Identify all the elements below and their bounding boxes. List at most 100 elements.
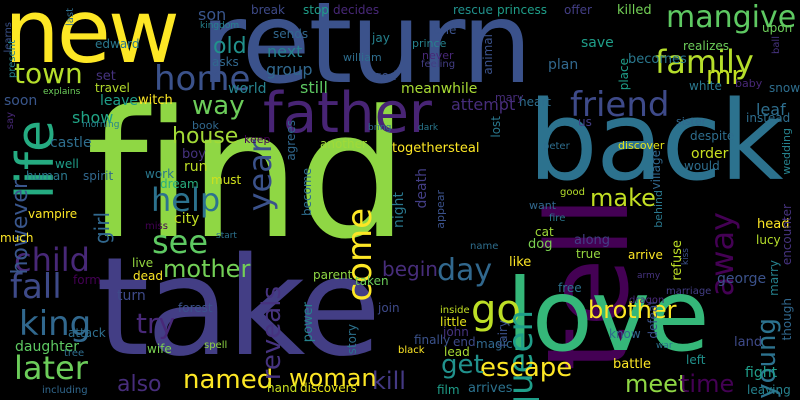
word: run: [184, 159, 208, 175]
word: love: [506, 257, 710, 374]
word: family: [655, 43, 754, 81]
word: magic: [476, 337, 513, 351]
word: inside: [440, 305, 470, 316]
word: begin: [382, 257, 438, 281]
word: get: [441, 350, 484, 380]
word: one: [434, 23, 457, 37]
word: keep: [244, 133, 271, 146]
word: city: [174, 211, 200, 227]
word: order: [691, 146, 729, 162]
word: show: [72, 108, 114, 127]
word: back: [528, 77, 783, 205]
word: friend: [570, 85, 670, 125]
word: sister: [676, 115, 707, 128]
word: miss: [145, 221, 168, 232]
word: realizes: [683, 39, 730, 53]
word: marriage: [666, 286, 712, 297]
word: free: [558, 281, 582, 295]
word: taken: [355, 274, 389, 288]
word: parent: [313, 268, 353, 282]
word: day: [437, 253, 493, 288]
word: becomes: [628, 52, 687, 67]
word: white: [689, 79, 722, 93]
word: lost: [489, 116, 503, 138]
word: join: [378, 301, 400, 315]
word: mangive: [666, 0, 797, 35]
word: baby: [735, 77, 763, 90]
word: work: [145, 167, 175, 181]
word: leave: [100, 93, 138, 109]
word: dog: [528, 237, 553, 252]
word: travel: [95, 81, 130, 95]
word: encounter: [780, 204, 794, 266]
word: behind: [652, 190, 665, 228]
word: kiss: [681, 248, 691, 266]
word: forest: [178, 301, 213, 315]
word: human: [26, 169, 68, 183]
word: present: [7, 40, 18, 79]
word: dead: [133, 269, 163, 283]
word: much: [0, 231, 34, 245]
word: dream: [160, 177, 199, 191]
word: break: [251, 3, 285, 17]
word: little: [440, 315, 467, 329]
word: morning: [82, 120, 120, 130]
word: town: [14, 57, 83, 90]
word: killed: [617, 3, 652, 18]
word: save: [581, 35, 614, 51]
word: battle: [613, 357, 652, 372]
word: reveals: [257, 286, 287, 381]
word: attempt: [451, 95, 516, 114]
word: plan: [548, 57, 579, 73]
word: peter: [543, 141, 570, 152]
word: bring: [368, 123, 392, 133]
word: war: [656, 341, 673, 351]
word: return: [200, 0, 532, 109]
word: death: [414, 168, 430, 209]
word: see: [152, 223, 209, 261]
word: cat: [535, 225, 554, 239]
word: lucy: [756, 233, 781, 247]
word: appear: [434, 190, 447, 229]
word: go: [471, 287, 521, 333]
word: also: [117, 372, 162, 397]
word: good: [560, 187, 585, 198]
word: stop: [303, 3, 329, 17]
word: upon: [762, 21, 793, 35]
word: instead: [746, 111, 791, 125]
word: dark: [418, 123, 439, 133]
word: mr: [706, 61, 743, 91]
word: kill: [372, 367, 406, 395]
word: place: [617, 58, 631, 91]
word: dragon: [629, 295, 665, 306]
word: start: [216, 231, 237, 241]
word: father: [263, 81, 432, 146]
word: story: [345, 324, 359, 355]
word: child: [14, 241, 90, 279]
word: daughter: [15, 339, 79, 355]
word: spell: [204, 340, 228, 351]
word: never: [422, 49, 454, 62]
word: rescue: [453, 3, 493, 17]
word: tree: [64, 348, 85, 359]
word: explains: [43, 87, 81, 97]
word: princess: [497, 3, 547, 17]
word: george: [717, 271, 767, 287]
word: know: [609, 327, 641, 341]
word: way: [192, 91, 245, 121]
word: old: [213, 34, 247, 59]
word: fall: [10, 267, 62, 307]
word: hand: [267, 381, 298, 395]
word: still: [300, 78, 328, 97]
word: brother: [588, 296, 677, 324]
word: mary: [495, 91, 524, 104]
word: well: [55, 157, 79, 171]
word: left: [686, 353, 706, 367]
word: mother: [163, 255, 251, 283]
word: named: [183, 365, 274, 395]
word: prince: [412, 37, 447, 50]
word: though: [780, 298, 794, 341]
word: film: [437, 383, 460, 397]
word: kingdom: [200, 21, 240, 31]
word: meanwhile: [401, 81, 478, 97]
